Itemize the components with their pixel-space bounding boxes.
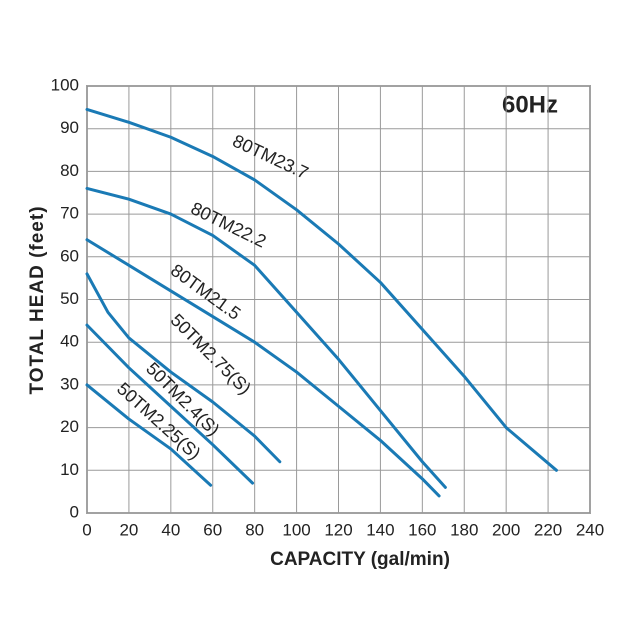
y-tick-label: 40 bbox=[60, 332, 79, 351]
annotation: 60Hz bbox=[502, 91, 558, 118]
x-axis-title: CAPACITY (gal/min) bbox=[270, 549, 450, 570]
x-tick-label: 160 bbox=[408, 520, 436, 539]
y-tick-label: 30 bbox=[60, 374, 79, 393]
x-tick-label: 0 bbox=[82, 520, 91, 539]
pump-curve bbox=[85, 272, 282, 464]
y-tick-label: 70 bbox=[60, 204, 79, 223]
x-tick-label: 20 bbox=[119, 520, 138, 539]
curve-label: 80TM22.2 bbox=[188, 198, 270, 252]
y-tick-label: 60 bbox=[60, 246, 79, 265]
y-tick-label: 50 bbox=[60, 289, 79, 308]
y-tick-label: 80 bbox=[60, 161, 79, 180]
x-tick-label: 60 bbox=[203, 520, 222, 539]
y-tick-label: 0 bbox=[70, 502, 79, 521]
x-tick-label: 40 bbox=[161, 520, 180, 539]
x-tick-label: 100 bbox=[282, 520, 310, 539]
x-tick-label: 200 bbox=[492, 520, 520, 539]
pump-curve bbox=[85, 238, 441, 498]
x-tick-label: 220 bbox=[534, 520, 562, 539]
y-tick-label: 10 bbox=[60, 460, 79, 479]
y-tick-label: 20 bbox=[60, 417, 79, 436]
y-axis-title: TOTAL HEAD (feet) bbox=[27, 205, 48, 394]
x-tick-label: 80 bbox=[245, 520, 264, 539]
pump-curve bbox=[85, 107, 558, 472]
pump-curve bbox=[85, 383, 213, 487]
y-tick-label: 100 bbox=[51, 75, 79, 94]
pump-curve bbox=[85, 186, 447, 489]
y-tick-label: 90 bbox=[60, 118, 79, 137]
x-tick-label: 120 bbox=[324, 520, 352, 539]
x-tick-label: 180 bbox=[450, 520, 478, 539]
x-tick-label: 140 bbox=[366, 520, 394, 539]
pump-curve bbox=[85, 323, 255, 485]
x-tick-label: 240 bbox=[576, 520, 604, 539]
curve-label: 80TM23.7 bbox=[230, 131, 312, 183]
